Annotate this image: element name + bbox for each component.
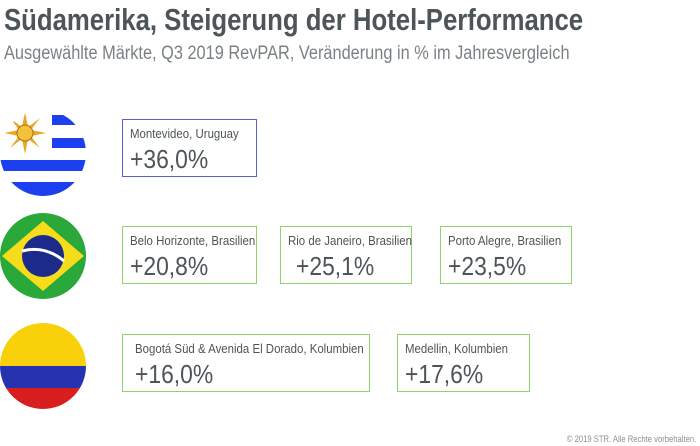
market-location: Porto Alegre, Brasilien (448, 233, 562, 248)
market-card-medellin: Medellin, Kolumbien +17,6% (397, 334, 530, 392)
market-card-belo-horizonte: Belo Horizonte, Brasilien +20,8% (122, 226, 257, 284)
colombia-flag-icon (0, 323, 86, 409)
market-card-rio-de-janeiro: Rio de Janeiro, Brasilien +25,1% (280, 226, 412, 284)
market-value: +17,6% (405, 359, 484, 389)
page-subtitle: Ausgewählte Märkte, Q3 2019 RevPAR, Verä… (4, 43, 570, 64)
market-value: +23,5% (448, 251, 527, 281)
market-location: Bogotá Süd & Avenida El Dorado, Kolumbie… (135, 341, 364, 356)
uruguay-flag-icon (0, 110, 86, 196)
market-location: Medellin, Kolumbien (405, 341, 509, 356)
market-location: Rio de Janeiro, Brasilien (288, 233, 412, 248)
market-card-porto-alegre: Porto Alegre, Brasilien +23,5% (440, 226, 572, 284)
brazil-flag-icon (0, 213, 86, 299)
market-location: Montevideo, Uruguay (130, 126, 239, 141)
market-value: +20,8% (130, 251, 209, 281)
market-value: +16,0% (135, 359, 214, 389)
market-card-bogota: Bogotá Süd & Avenida El Dorado, Kolumbie… (122, 334, 370, 392)
market-card-montevideo: Montevideo, Uruguay +36,0% (122, 119, 257, 177)
page-title: Südamerika, Steigerung der Hotel-Perform… (4, 2, 584, 37)
market-value: +36,0% (130, 144, 209, 174)
market-location: Belo Horizonte, Brasilien (130, 233, 256, 248)
copyright-notice: © 2019 STR. Alle Rechte vorbehalten. (566, 434, 696, 444)
market-value: +25,1% (296, 251, 375, 281)
